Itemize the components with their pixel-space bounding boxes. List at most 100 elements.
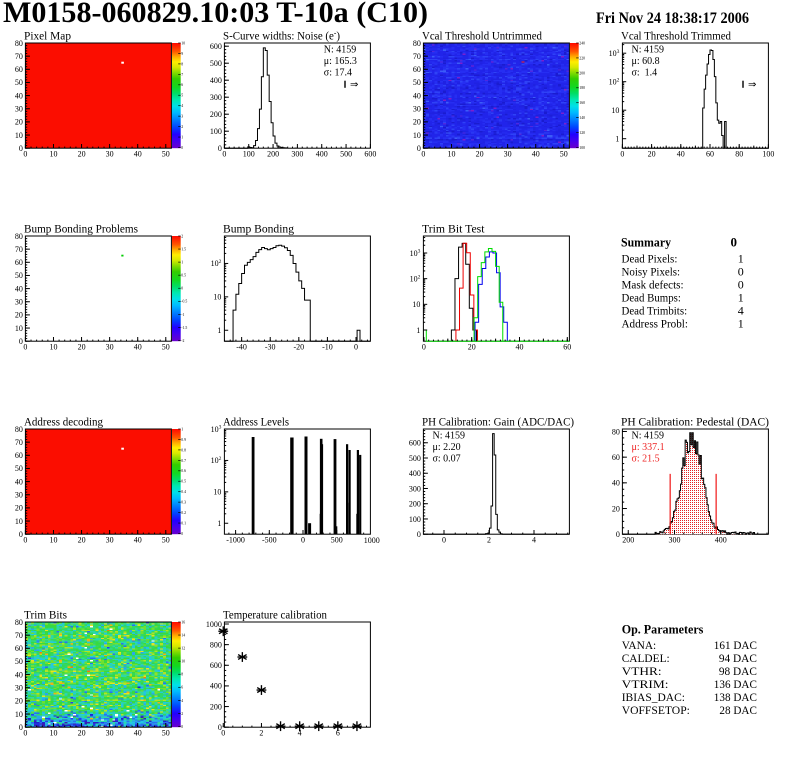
svg-text:10: 10	[213, 488, 221, 497]
svg-text:1000: 1000	[206, 620, 222, 629]
svg-text:30: 30	[15, 298, 23, 307]
svg-text:16: 16	[181, 620, 185, 624]
svg-text:0.5: 0.5	[181, 274, 186, 278]
svg-text:0: 0	[218, 723, 222, 732]
svg-text:1: 1	[738, 316, 744, 330]
svg-text:100: 100	[409, 515, 421, 524]
svg-text:σ: 1.4: σ: 1.4	[632, 68, 658, 79]
svg-text:200: 200	[267, 150, 279, 159]
svg-text:0: 0	[221, 729, 225, 738]
svg-text:VTRIM:: VTRIM:	[622, 677, 669, 691]
svg-text:20: 20	[78, 150, 86, 159]
svg-text:10: 10	[611, 106, 619, 115]
svg-text:10: 10	[15, 710, 23, 719]
svg-text:6: 6	[181, 83, 183, 87]
svg-text:7: 7	[181, 73, 183, 77]
svg-text:200: 200	[409, 500, 421, 509]
svg-text:10: 10	[413, 131, 421, 140]
svg-text:50: 50	[162, 729, 170, 738]
svg-text:136 DAC: 136 DAC	[714, 677, 757, 691]
svg-text:1: 1	[738, 252, 744, 266]
svg-text:1: 1	[615, 135, 619, 144]
svg-text:0: 0	[421, 150, 425, 159]
svg-text:1: 1	[416, 326, 420, 335]
svg-text:138 DAC: 138 DAC	[714, 690, 757, 704]
svg-text:40: 40	[612, 479, 620, 488]
svg-text:50: 50	[15, 657, 23, 666]
svg-text:30: 30	[106, 343, 114, 352]
svg-text:20: 20	[15, 504, 23, 513]
svg-text:70: 70	[15, 438, 23, 447]
svg-text:30: 30	[15, 684, 23, 693]
svg-text:8: 8	[181, 62, 183, 66]
svg-text:2: 2	[181, 125, 183, 129]
svg-text:PH Calibration: Pedestal (DAC): PH Calibration: Pedestal (DAC)	[621, 415, 769, 429]
svg-text:10: 10	[448, 150, 456, 159]
svg-text:N: 4159: N: 4159	[632, 431, 665, 442]
svg-text:400: 400	[316, 150, 328, 159]
svg-text:14: 14	[181, 634, 185, 638]
svg-text:0.8: 0.8	[181, 448, 186, 452]
svg-text:50: 50	[413, 78, 421, 87]
svg-text:Pixel Map: Pixel Map	[24, 29, 71, 43]
svg-text:40: 40	[15, 91, 23, 100]
svg-text:Op. Parameters: Op. Parameters	[622, 622, 704, 637]
svg-text:10: 10	[181, 660, 185, 664]
svg-text:500: 500	[340, 150, 352, 159]
svg-text:40: 40	[516, 343, 524, 352]
svg-text:Bump Bonding Problems: Bump Bonding Problems	[24, 222, 138, 236]
svg-text:4: 4	[532, 536, 536, 545]
svg-text:103: 103	[410, 249, 421, 258]
svg-text:600: 600	[210, 661, 222, 670]
svg-text:100: 100	[579, 146, 585, 150]
svg-text:400: 400	[210, 76, 222, 85]
svg-text:10: 10	[15, 517, 23, 526]
svg-text:0: 0	[301, 536, 305, 545]
svg-text:600: 600	[409, 439, 421, 448]
svg-text:60: 60	[612, 453, 620, 462]
svg-text:103: 103	[211, 425, 222, 434]
svg-text:Dead Trimbits:: Dead Trimbits:	[622, 304, 688, 318]
svg-text:Summary: Summary	[621, 235, 671, 250]
svg-text:80: 80	[15, 425, 23, 434]
svg-text:0: 0	[23, 729, 27, 738]
svg-text:σ: 0.07: σ: 0.07	[433, 454, 461, 465]
svg-text:0: 0	[731, 235, 738, 250]
svg-text:Dead Bumps:: Dead Bumps:	[622, 291, 681, 305]
svg-text:2: 2	[181, 234, 183, 238]
svg-text:0.4: 0.4	[181, 490, 186, 494]
svg-text:0: 0	[218, 144, 222, 153]
svg-text:Vcal Threshold Trimmed: Vcal Threshold Trimmed	[621, 29, 731, 43]
svg-text:30: 30	[106, 150, 114, 159]
svg-text:600: 600	[364, 150, 376, 159]
svg-text:20: 20	[78, 729, 86, 738]
svg-text:Mask defects:: Mask defects:	[622, 278, 684, 292]
svg-text:102: 102	[211, 259, 222, 268]
svg-text:50: 50	[162, 150, 170, 159]
svg-text:10: 10	[181, 41, 185, 45]
svg-text:10: 10	[15, 324, 23, 333]
svg-text:Vcal Threshold Untrimmed: Vcal Threshold Untrimmed	[422, 29, 542, 43]
svg-text:200: 200	[210, 110, 222, 119]
svg-text:3: 3	[181, 115, 183, 119]
svg-text:10: 10	[412, 300, 420, 309]
svg-text:Address Probl:: Address Probl:	[622, 316, 689, 330]
svg-text:10: 10	[213, 293, 221, 302]
svg-text:400: 400	[409, 469, 421, 478]
svg-text:60: 60	[15, 644, 23, 653]
svg-text:30: 30	[413, 105, 421, 114]
svg-text:30: 30	[106, 536, 114, 545]
svg-text:180: 180	[579, 86, 585, 90]
svg-text:0: 0	[19, 530, 23, 539]
svg-text:20: 20	[612, 504, 620, 513]
svg-text:σ: 21.5: σ: 21.5	[632, 454, 660, 465]
svg-text:70: 70	[15, 245, 23, 254]
svg-text:40: 40	[15, 284, 23, 293]
svg-text:160: 160	[579, 101, 585, 105]
svg-text:0: 0	[616, 530, 620, 539]
svg-text:Fri Nov 24 18:38:17 2006: Fri Nov 24 18:38:17 2006	[596, 10, 749, 27]
svg-text:500: 500	[210, 59, 222, 68]
svg-text:28 DAC: 28 DAC	[719, 703, 757, 717]
svg-text:40: 40	[134, 343, 142, 352]
svg-text:VOFFSETOP:: VOFFSETOP:	[622, 703, 690, 717]
